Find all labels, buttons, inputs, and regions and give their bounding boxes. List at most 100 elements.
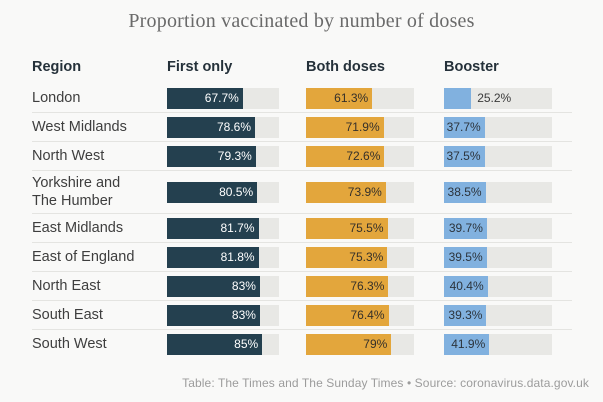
bar-value-label: 78.6% [217, 120, 252, 134]
vaccination-table: Region First only Both doses Booster Lon… [32, 59, 572, 358]
bar-value-label: 80.5% [219, 185, 254, 200]
bar-track: 79% [306, 333, 414, 355]
column-header-both-doses: Both doses [306, 59, 385, 75]
bar-track: 67.7% [167, 87, 279, 109]
bar-track: 39.7% [444, 217, 552, 239]
bar-both-doses: 75.3% [306, 246, 388, 268]
bar-booster: 39.5% [444, 246, 487, 268]
bar-value-label: 61.3% [334, 91, 369, 105]
table-row: London 67.7% 61.3% 25.2% [32, 84, 572, 112]
bar-track: 72.6% [306, 145, 414, 167]
bar-value-label: 79.3% [217, 149, 252, 163]
bar-cell-booster: 41.9% [444, 333, 572, 355]
bar-cell-first-only: 81.7% [167, 217, 306, 239]
bar-cell-both-doses: 76.3% [306, 275, 444, 297]
bar-cell-first-only: 79.3% [167, 145, 306, 167]
bar-first-only: 85% [167, 333, 263, 355]
bar-cell-booster: 37.7% [444, 116, 572, 138]
bar-value-label: 25.2% [477, 91, 512, 105]
bar-cell-booster: 25.2% [444, 87, 572, 109]
bar-track: 75.3% [306, 246, 414, 268]
region-label: East Midlands [32, 220, 124, 237]
table-row: West Midlands 78.6% 71.9% 37.7% [32, 112, 572, 141]
bar-first-only: 67.7% [167, 87, 243, 109]
bar-value-label: 83% [231, 279, 256, 294]
bar-track: 38.5% [444, 181, 552, 203]
bar-value-label: 39.7% [448, 221, 483, 236]
bar-value-label: 75.3% [349, 250, 384, 265]
bar-value-label: 73.9% [347, 185, 382, 200]
bar-track: 25.2% [444, 87, 552, 109]
bar-both-doses: 76.3% [306, 275, 389, 297]
bar-both-doses: 61.3% [306, 87, 373, 109]
bar-value-label: 72.6% [346, 149, 381, 163]
bar-track: 78.6% [167, 116, 279, 138]
bar-cell-both-doses: 72.6% [306, 145, 444, 167]
bar-both-doses: 79% [306, 333, 392, 355]
bar-both-doses: 73.9% [306, 181, 386, 203]
table-header-row: Region First only Both doses Booster [32, 59, 572, 75]
column-header-region: Region [32, 59, 82, 75]
table-row: North East 83% 76.3% 40.4% [32, 271, 572, 300]
bar-value-label: 39.5% [448, 250, 483, 265]
bar-cell-booster: 39.5% [444, 246, 572, 268]
bar-cell-first-only: 83% [167, 304, 306, 326]
bar-track: 76.3% [306, 275, 414, 297]
bar-track: 73.9% [306, 181, 414, 203]
bar-booster [444, 87, 472, 109]
bar-value-label: 85% [234, 337, 259, 352]
bar-track: 80.5% [167, 181, 279, 203]
region-label: Yorkshire and The Humber [32, 175, 121, 210]
bar-cell-both-doses: 75.3% [306, 246, 444, 268]
bar-value-label: 40.4% [449, 279, 484, 294]
bar-track: 76.4% [306, 304, 414, 326]
region-label: North West [32, 147, 105, 164]
bar-cell-first-only: 67.7% [167, 87, 306, 109]
bar-track: 81.8% [167, 246, 279, 268]
bar-first-only: 79.3% [167, 145, 256, 167]
table-row: East Midlands 81.7% 75.5% 39.7% [32, 213, 572, 242]
bar-both-doses: 71.9% [306, 116, 384, 138]
bar-value-label: 37.5% [446, 149, 481, 163]
bar-booster: 37.7% [444, 116, 485, 138]
bar-cell-first-only: 83% [167, 275, 306, 297]
table-row: North West 79.3% 72.6% 37.5% [32, 141, 572, 170]
bar-track: 41.9% [444, 333, 552, 355]
bar-value-label: 81.8% [220, 250, 255, 265]
bar-booster: 38.5% [444, 181, 486, 203]
chart-title: Proportion vaccinated by number of doses [128, 10, 475, 32]
bar-cell-both-doses: 79% [306, 333, 444, 355]
region-label: North East [32, 278, 101, 295]
bar-cell-booster: 39.3% [444, 304, 572, 326]
region-label: West Midlands [32, 118, 127, 135]
bar-track: 39.3% [444, 304, 552, 326]
bar-both-doses: 75.5% [306, 217, 388, 239]
bar-cell-both-doses: 73.9% [306, 181, 444, 203]
bar-value-label: 39.3% [448, 308, 483, 323]
bar-value-label: 79% [363, 337, 388, 352]
bar-value-label: 83% [231, 308, 256, 323]
bar-cell-booster: 38.5% [444, 181, 572, 203]
bar-track: 37.7% [444, 116, 552, 138]
bar-value-label: 38.5% [447, 185, 482, 200]
bar-value-label: 41.9% [451, 337, 486, 352]
bar-value-label: 81.7% [220, 221, 255, 236]
bar-cell-first-only: 81.8% [167, 246, 306, 268]
bar-first-only: 80.5% [167, 181, 258, 203]
bar-value-label: 76.3% [350, 279, 385, 294]
bar-cell-booster: 39.7% [444, 217, 572, 239]
bar-first-only: 81.7% [167, 217, 259, 239]
table-row: South West 85% 79% 41.9% [32, 329, 572, 358]
table-row: South East 83% 76.4% 39.3% [32, 300, 572, 329]
bar-track: 83% [167, 275, 279, 297]
table-body: London 67.7% 61.3% 25.2% West Midlands 78.6% 7… [32, 84, 572, 358]
bar-booster: 39.3% [444, 304, 487, 326]
bar-track: 75.5% [306, 217, 414, 239]
region-label: London [32, 89, 81, 106]
bar-booster: 40.4% [444, 275, 488, 297]
region-label: South East [32, 307, 103, 324]
bar-value-label: 71.9% [345, 120, 380, 134]
bar-value-label: 37.7% [446, 120, 481, 134]
bar-track: 40.4% [444, 275, 552, 297]
bar-cell-booster: 40.4% [444, 275, 572, 297]
